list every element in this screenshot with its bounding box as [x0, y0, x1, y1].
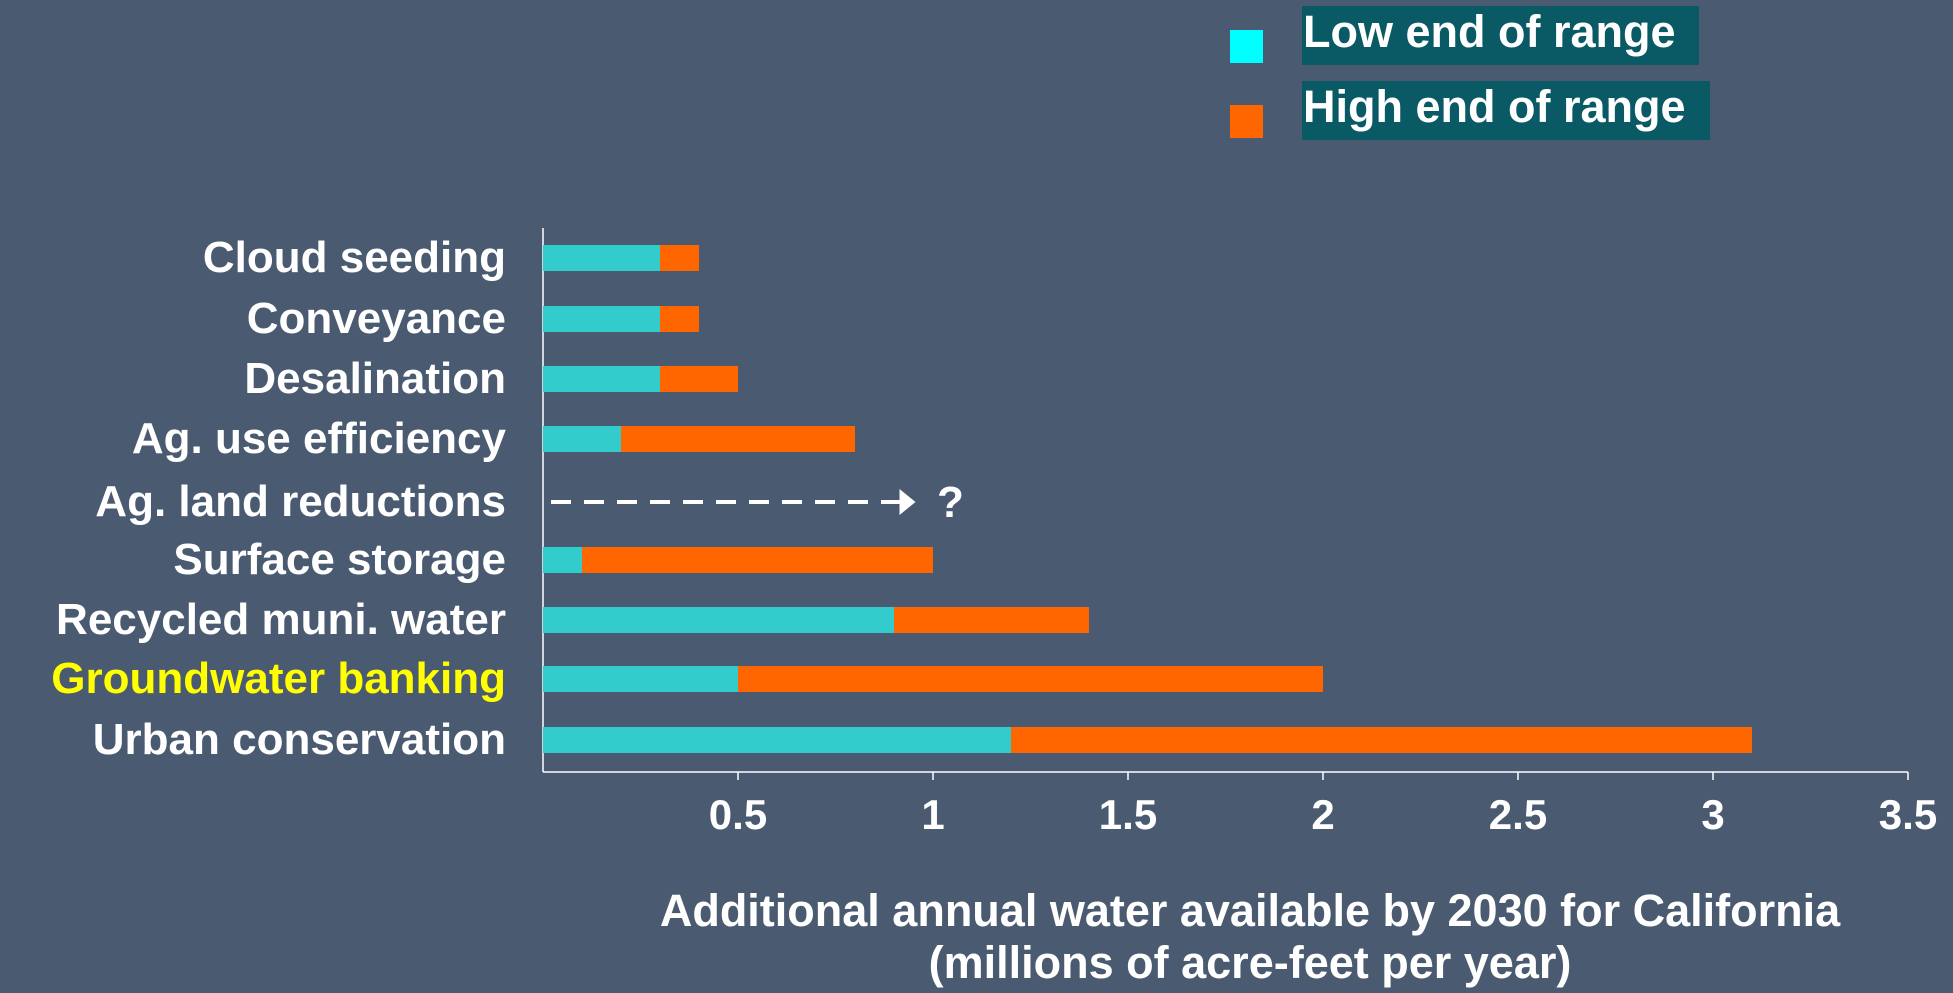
category-label: Desalination	[244, 354, 506, 403]
x-tick-label: 2	[1311, 791, 1334, 838]
category-label: Groundwater banking	[51, 654, 506, 703]
bar-low-segment	[543, 607, 894, 633]
category-label: Urban conservation	[93, 715, 506, 764]
legend-swatch-square-icon	[1230, 30, 1263, 63]
bar-high-segment	[738, 666, 1323, 692]
legend-label: High end of range	[1303, 81, 1686, 132]
category-label: Surface storage	[173, 535, 506, 584]
category-label: Ag. use efficiency	[132, 414, 507, 463]
bar-low-segment	[543, 727, 1011, 753]
legend-label-background	[1302, 6, 1699, 65]
category-label: Conveyance	[247, 294, 506, 343]
legend-swatch-square-icon	[1230, 105, 1263, 138]
legend-label-background	[1302, 81, 1710, 140]
bar-high-segment	[660, 306, 699, 332]
legend-label: Low end of range	[1303, 6, 1676, 57]
bar-low-segment	[543, 306, 660, 332]
x-tick-label: 1	[921, 791, 944, 838]
bar-high-segment	[660, 366, 738, 392]
bar-low-segment	[543, 547, 582, 573]
bar-high-segment	[894, 607, 1089, 633]
category-label: Cloud seeding	[203, 233, 506, 282]
bar-low-segment	[543, 426, 621, 452]
x-axis-subtitle: (millions of acre-feet per year)	[929, 937, 1572, 988]
x-tick-label: 1.5	[1099, 791, 1157, 838]
x-axis-title: Additional annual water available by 203…	[660, 885, 1841, 936]
bar-high-segment	[582, 547, 933, 573]
bar-low-segment	[543, 366, 660, 392]
bar-high-segment	[1011, 727, 1752, 753]
annotation-question-mark: ?	[937, 478, 964, 527]
bar-low-segment	[543, 666, 738, 692]
x-tick-label: 2.5	[1489, 791, 1547, 838]
bar-high-segment	[621, 426, 855, 452]
x-tick-label: 3	[1701, 791, 1724, 838]
x-tick-label: 0.5	[709, 791, 767, 838]
category-label: Ag. land reductions	[95, 477, 506, 526]
arrow-head-icon	[899, 489, 916, 515]
bar-low-segment	[543, 245, 660, 271]
x-tick-label: 3.5	[1879, 791, 1937, 838]
category-label: Recycled muni. water	[56, 595, 506, 644]
bar-high-segment	[660, 245, 699, 271]
